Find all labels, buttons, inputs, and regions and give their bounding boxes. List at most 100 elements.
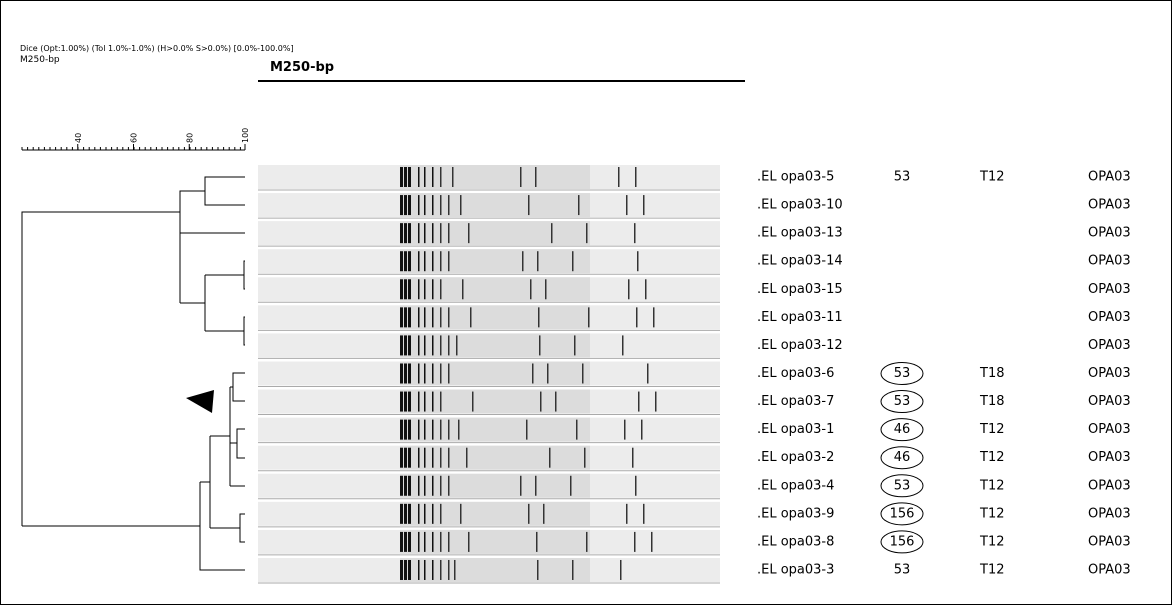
band (540, 392, 542, 412)
band (448, 223, 450, 243)
band (400, 532, 403, 552)
band (408, 363, 411, 383)
row-label: .EL opa03-11 (757, 310, 843, 325)
band (424, 392, 426, 412)
band (418, 476, 420, 496)
band (586, 532, 588, 552)
band (555, 392, 557, 412)
band (440, 363, 442, 383)
band (432, 560, 434, 580)
band (404, 420, 407, 440)
row-primer: OPA03 (1088, 338, 1131, 353)
row-label: .EL opa03-13 (757, 226, 843, 241)
lane-smear (400, 249, 590, 273)
row-primer: OPA03 (1088, 198, 1131, 213)
band (570, 476, 572, 496)
band (418, 335, 420, 355)
band (622, 335, 624, 355)
lane-smear (400, 221, 590, 245)
band (408, 532, 411, 552)
band (537, 251, 539, 271)
band (468, 223, 470, 243)
band (454, 560, 456, 580)
band (408, 420, 411, 440)
band (448, 195, 450, 215)
band (418, 167, 420, 187)
lane-smear (400, 390, 590, 414)
band (424, 448, 426, 468)
band (418, 560, 420, 580)
band (456, 335, 458, 355)
band (543, 504, 545, 524)
band (400, 167, 403, 187)
band (404, 251, 407, 271)
row-label: .EL opa03-7 (757, 394, 834, 409)
band (448, 307, 450, 327)
band (432, 448, 434, 468)
band (448, 560, 450, 580)
band (432, 195, 434, 215)
band (643, 504, 645, 524)
row-number: 53 (894, 478, 911, 493)
band (408, 476, 411, 496)
band (400, 392, 403, 412)
band (470, 307, 472, 327)
gel (258, 165, 720, 583)
band (641, 420, 643, 440)
row-number: 156 (890, 534, 915, 549)
lane-smear (400, 418, 590, 442)
band (655, 392, 657, 412)
band (530, 279, 532, 299)
tick-label: 40 (74, 133, 83, 143)
band (424, 195, 426, 215)
band (424, 560, 426, 580)
band (418, 279, 420, 299)
band (528, 195, 530, 215)
band (440, 420, 442, 440)
band (424, 363, 426, 383)
band (448, 335, 450, 355)
band (404, 476, 407, 496)
row-type: T12 (979, 170, 1004, 185)
band (572, 560, 574, 580)
band (418, 363, 420, 383)
band (466, 448, 468, 468)
band (628, 279, 630, 299)
band (400, 335, 403, 355)
row-label: .EL opa03-14 (757, 254, 843, 269)
row-primer: OPA03 (1088, 478, 1131, 493)
band (634, 532, 636, 552)
band (424, 504, 426, 524)
row-primer: OPA03 (1088, 506, 1131, 521)
band (424, 251, 426, 271)
row-type: T12 (979, 562, 1004, 577)
band (645, 279, 647, 299)
band (539, 335, 541, 355)
row-primer: OPA03 (1088, 422, 1131, 437)
tick-label: 100 (241, 128, 250, 143)
band (452, 167, 454, 187)
band (528, 504, 530, 524)
band (440, 251, 442, 271)
band (432, 420, 434, 440)
band (404, 560, 407, 580)
row-label: .EL opa03-5 (757, 170, 834, 185)
band (424, 223, 426, 243)
band (520, 167, 522, 187)
band (547, 363, 549, 383)
row-type: T18 (979, 394, 1004, 409)
band (448, 532, 450, 552)
band (440, 279, 442, 299)
band (408, 504, 411, 524)
lane-smear (400, 305, 590, 329)
row-primer: OPA03 (1088, 366, 1131, 381)
band (424, 420, 426, 440)
row-number: 53 (894, 170, 911, 185)
band (551, 223, 553, 243)
band (462, 279, 464, 299)
band (460, 195, 462, 215)
band (448, 448, 450, 468)
band (432, 532, 434, 552)
band (538, 307, 540, 327)
band (440, 307, 442, 327)
